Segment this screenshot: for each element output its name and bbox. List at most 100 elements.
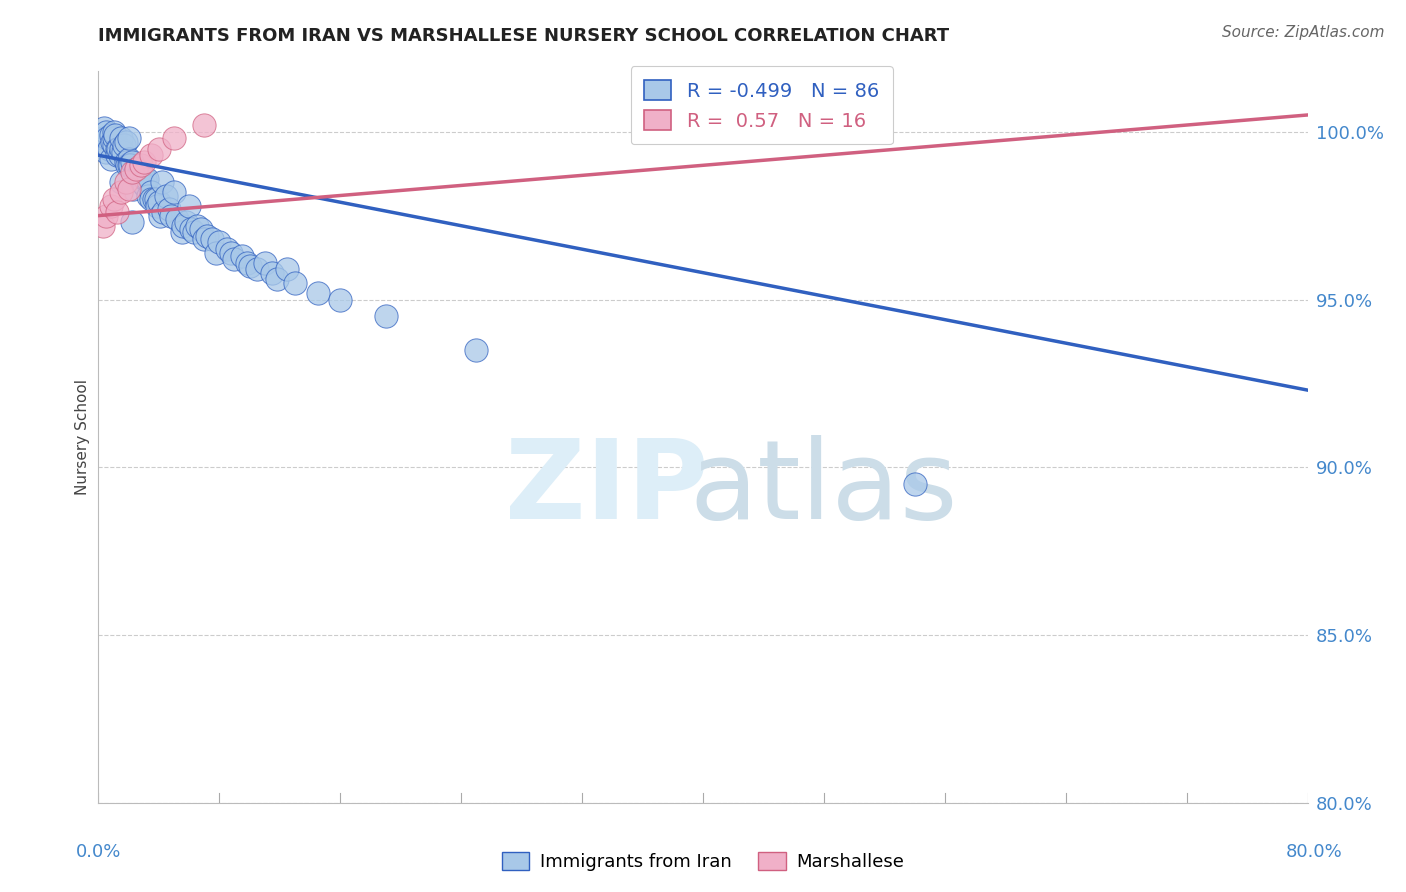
Point (103, 125, 125, 139)
Text: 0.0%: 0.0% (76, 843, 121, 861)
Point (195, 228, 218, 243)
Point (94, 209, 117, 223)
Point (215, 242, 238, 256)
Point (266, 272, 288, 286)
Point (193, 118, 215, 132)
Point (135, 171, 157, 186)
Point (110, 175, 132, 189)
Point (239, 259, 262, 273)
Text: Source: ZipAtlas.com: Source: ZipAtlas.com (1222, 25, 1385, 40)
Point (94, 125, 117, 139)
Point (246, 262, 269, 277)
Point (91, 219, 114, 233)
Point (110, 131, 132, 145)
Point (149, 209, 172, 223)
Point (107, 142, 129, 156)
Point (163, 185, 186, 199)
Point (128, 169, 150, 183)
Point (120, 158, 142, 172)
Y-axis label: Nursery School: Nursery School (75, 379, 90, 495)
Point (174, 215, 197, 229)
Point (111, 145, 134, 159)
Point (112, 138, 135, 153)
Point (125, 161, 148, 176)
Point (110, 142, 132, 156)
Point (127, 169, 149, 183)
Point (136, 188, 159, 202)
Point (105, 148, 128, 162)
Point (329, 293, 352, 307)
Point (118, 131, 141, 145)
Point (190, 222, 212, 236)
Point (141, 185, 163, 199)
Point (143, 192, 166, 206)
Point (307, 285, 329, 300)
Point (103, 138, 125, 153)
Point (132, 155, 155, 169)
Point (201, 232, 224, 246)
Point (129, 165, 152, 179)
Point (163, 131, 186, 145)
Point (166, 212, 188, 227)
Point (94, 145, 117, 159)
Point (110, 185, 132, 199)
Text: 80.0%: 80.0% (1286, 843, 1343, 861)
Point (114, 175, 136, 189)
Point (160, 209, 183, 223)
Text: IMMIGRANTS FROM IRAN VS MARSHALLESE NURSERY SCHOOL CORRELATION CHART: IMMIGRANTS FROM IRAN VS MARSHALLESE NURS… (98, 27, 949, 45)
Point (172, 219, 194, 233)
Point (105, 142, 128, 156)
Point (155, 188, 177, 202)
Point (96, 131, 118, 145)
Point (100, 128, 122, 142)
Point (118, 158, 141, 172)
Point (98, 142, 121, 156)
Point (131, 175, 153, 189)
Point (145, 192, 167, 206)
Point (262, 266, 284, 280)
Point (221, 245, 243, 260)
Point (103, 131, 125, 145)
Point (180, 222, 202, 236)
Point (141, 192, 163, 206)
Point (114, 135, 136, 149)
Point (105, 205, 128, 219)
Point (159, 202, 181, 216)
Point (101, 135, 124, 149)
Text: atlas: atlas (690, 434, 957, 541)
Point (121, 165, 143, 179)
Point (253, 255, 276, 269)
Point (118, 152, 141, 166)
Point (148, 195, 170, 210)
Point (465, 343, 488, 357)
Point (224, 252, 246, 267)
Point (104, 128, 127, 142)
Text: ZIP: ZIP (505, 434, 709, 541)
Point (186, 219, 208, 233)
Point (904, 477, 927, 491)
Point (146, 198, 169, 212)
Point (148, 142, 170, 156)
Point (170, 226, 193, 240)
Point (118, 182, 141, 196)
Legend: R = -0.499   N = 86, R =  0.57   N = 16: R = -0.499 N = 86, R = 0.57 N = 16 (630, 66, 893, 145)
Point (193, 232, 215, 246)
Point (115, 158, 138, 172)
Point (231, 249, 253, 263)
Point (374, 310, 396, 324)
Point (134, 171, 156, 186)
Point (121, 155, 143, 169)
Point (276, 262, 298, 277)
Point (132, 178, 155, 193)
Point (129, 158, 152, 172)
Point (124, 165, 146, 179)
Point (141, 148, 163, 162)
Point (114, 155, 136, 169)
Point (100, 198, 122, 212)
Point (179, 198, 201, 212)
Point (208, 235, 231, 250)
Legend: Immigrants from Iran, Marshallese: Immigrants from Iran, Marshallese (495, 845, 911, 879)
Point (205, 245, 228, 260)
Point (152, 205, 174, 219)
Point (103, 192, 125, 206)
